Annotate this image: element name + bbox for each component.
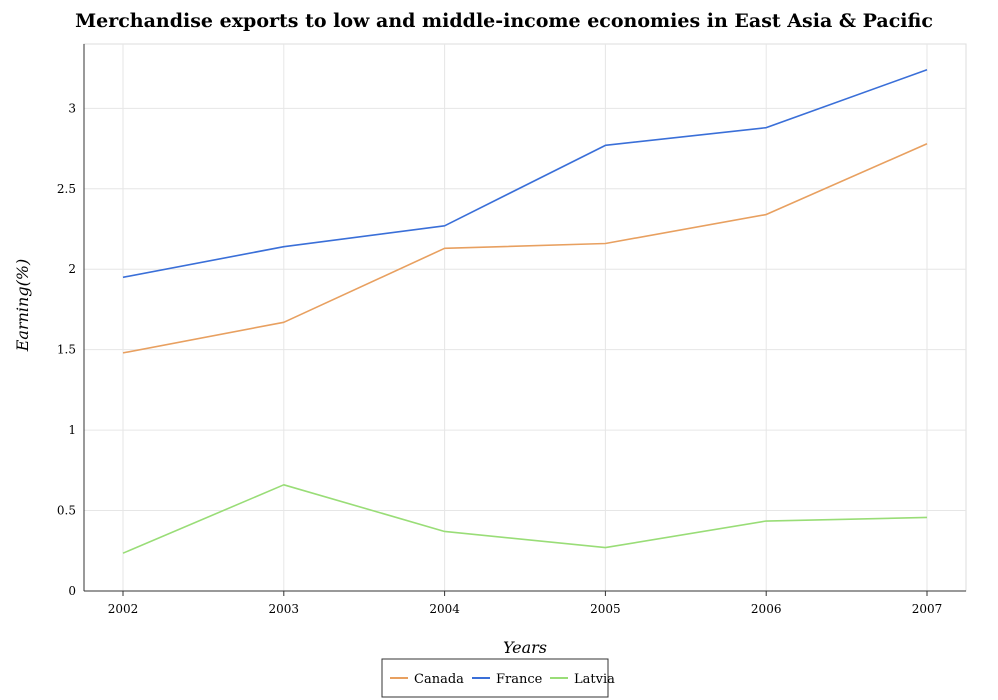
y-tick-label: 2.5 [57,182,76,196]
axes [83,44,966,596]
legend-label-canada: Canada [414,672,464,687]
legend-label-latvia: Latvia [574,672,615,687]
tick-labels: 0 0.5 1 1.5 2 2.5 3 2002 2003 2004 2005 2006 2007 [57,101,942,616]
y-tick-label: 1 [68,423,76,437]
y-axis-label: Earning(%) [13,259,32,353]
x-tick-label: 2007 [912,602,943,616]
series-lines [122,68,928,554]
x-tick-label: 2002 [108,602,139,616]
y-tick-label: 0 [68,584,76,598]
grid-lines [83,43,967,592]
legend-box [381,658,609,698]
x-tick-label: 2003 [269,602,300,616]
x-tick-label: 2005 [590,602,621,616]
y-tick-label: 1.5 [57,343,76,357]
plot-area-frame [83,43,967,592]
series-line-france [122,68,928,279]
y-tick-label: 0.5 [57,504,76,518]
series-line-latvia [122,484,928,554]
x-axis-label: Years [503,638,547,657]
legend-label-france: France [496,672,543,687]
x-tick-label: 2004 [429,602,460,616]
series-line-canada [122,143,928,354]
y-tick-label: 3 [68,101,76,115]
y-tick-label: 2 [68,262,76,276]
x-tick-label: 2006 [751,602,782,616]
legend: Canada France Latvia [381,658,615,698]
chart-title: Merchandise exports to low and middle-in… [75,10,933,32]
